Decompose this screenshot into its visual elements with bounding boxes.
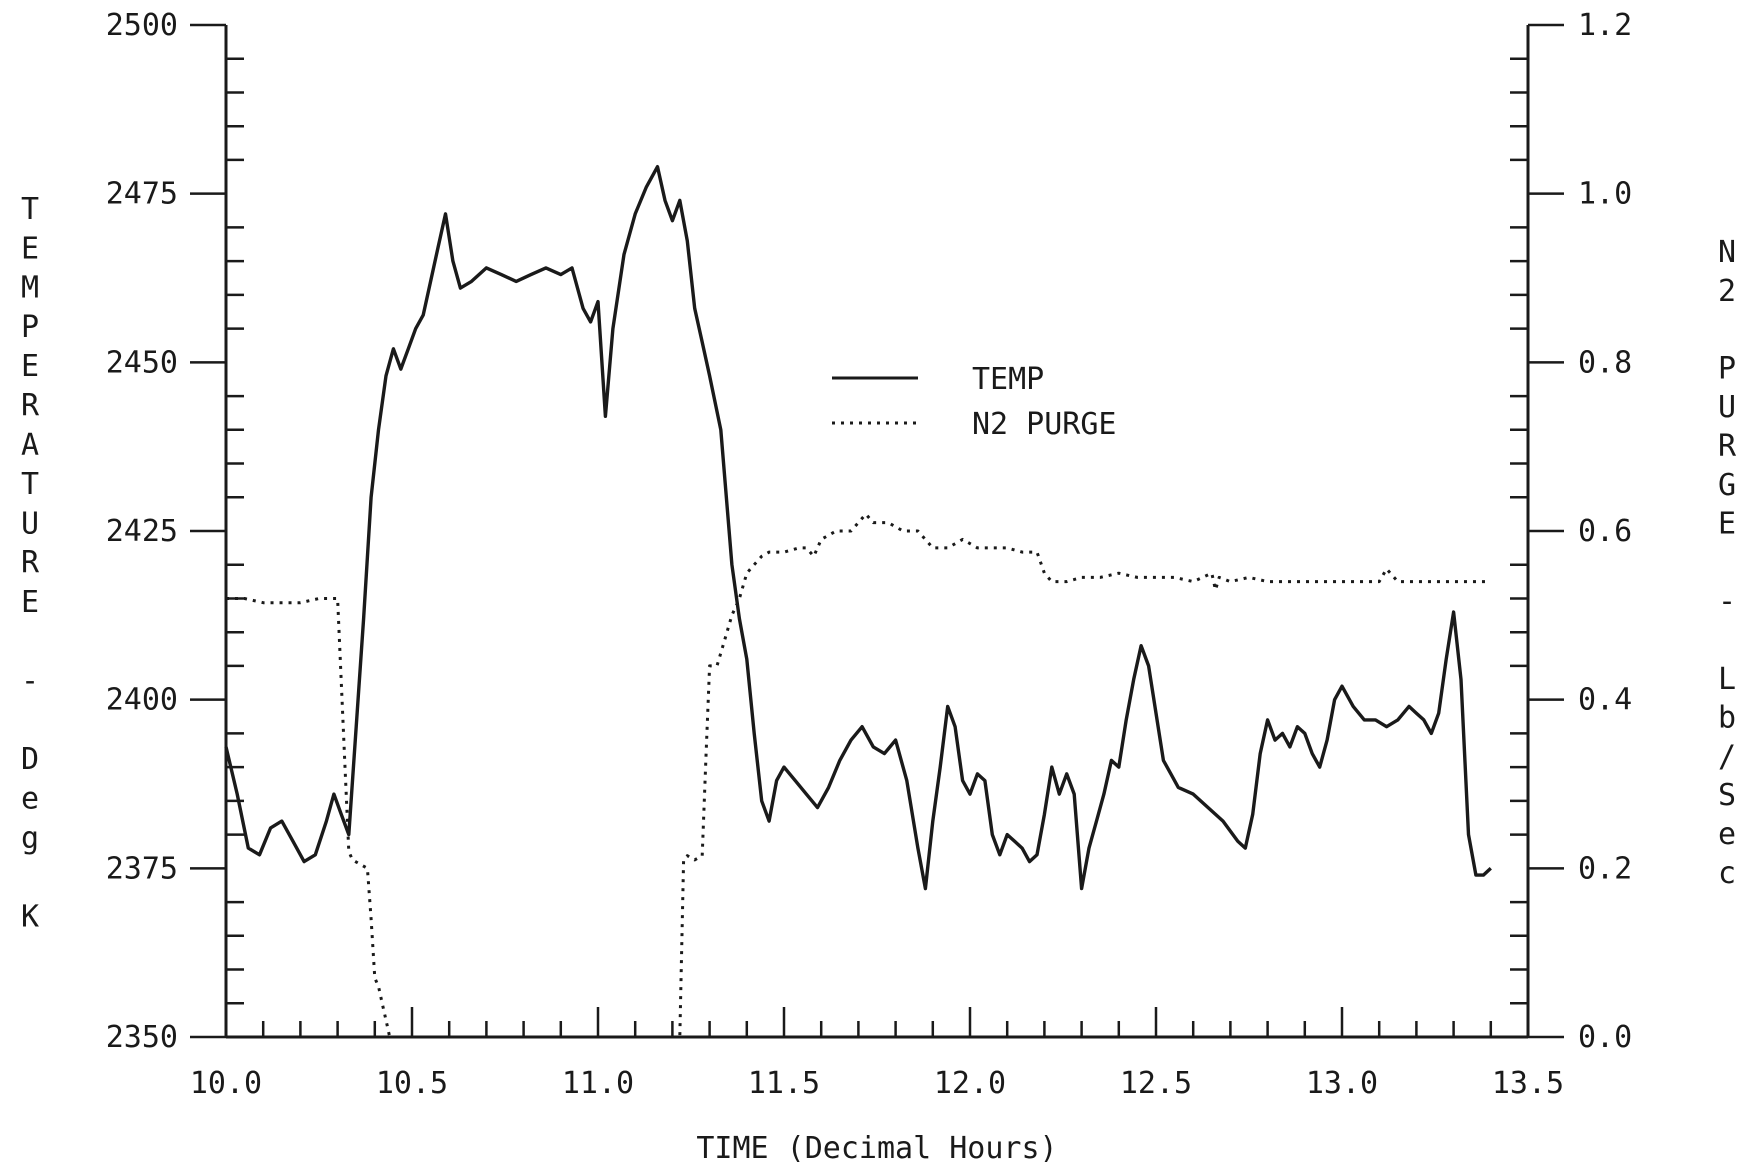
left-y-tick-label: 2375 <box>106 851 178 886</box>
temp-series-line <box>224 165 1492 891</box>
n2-purge-series-line <box>226 512 1491 1039</box>
right-y-tick-label: 0.6 <box>1578 514 1632 549</box>
chart-axes <box>224 25 1530 1039</box>
tick-marks <box>190 23 1564 1039</box>
left-y-tick-label: 2475 <box>106 177 178 212</box>
x-tick-label: 13.5 <box>1492 1066 1564 1101</box>
left-y-tick-label: 2450 <box>106 345 178 380</box>
x-axis-title: TIME (Decimal Hours) <box>696 1131 1057 1166</box>
x-tick-label: 12.5 <box>1120 1066 1192 1101</box>
right-y-tick-label: 0.0 <box>1578 1020 1632 1055</box>
legend: TEMP N2 PURGE <box>832 362 1117 442</box>
left-y-tick-label: 2400 <box>106 683 178 718</box>
x-tick-label: 11.0 <box>562 1066 634 1101</box>
x-tick-label: 12.0 <box>934 1066 1006 1101</box>
left-y-tick-label: 2425 <box>106 514 178 549</box>
right-y-tick-label: 0.8 <box>1578 345 1632 380</box>
left-y-tick-label: 2350 <box>106 1020 178 1055</box>
left-y-tick-label: 2500 <box>106 8 178 43</box>
x-tick-label: 10.5 <box>376 1066 448 1101</box>
tick-labels: 10.0 10.5 11.0 11.5 12.0 12.5 13.0 13.5 2350 2375… <box>106 8 1632 1101</box>
right-y-tick-label: 0.4 <box>1578 683 1632 718</box>
legend-label-temp: TEMP <box>972 362 1044 397</box>
legend-label-n2-purge: N2 PURGE <box>972 407 1117 442</box>
series-layer <box>224 165 1492 1039</box>
right-y-tick-label: 1.2 <box>1578 8 1632 43</box>
right-y-tick-label: 0.2 <box>1578 851 1632 886</box>
x-tick-label: 11.5 <box>748 1066 820 1101</box>
right-y-tick-label: 1.0 <box>1578 177 1632 212</box>
x-tick-label: 13.0 <box>1306 1066 1378 1101</box>
x-tick-label: 10.0 <box>190 1066 262 1101</box>
